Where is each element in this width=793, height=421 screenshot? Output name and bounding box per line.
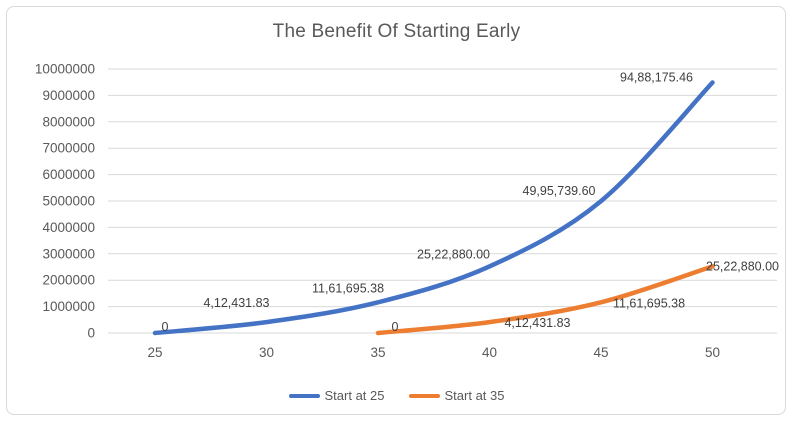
x-tick-label: 40 [482,345,497,360]
legend-line-swatch [408,393,440,398]
y-tick-label: 2000000 [42,273,95,288]
y-tick-label: 8000000 [42,114,95,129]
data-label: 49,95,739.60 [523,184,596,198]
x-tick-label: 45 [593,345,608,360]
y-tick-label: 7000000 [42,141,95,156]
y-tick-label: 6000000 [42,167,95,182]
data-label: 4,12,431.83 [504,316,570,330]
data-label: 4,12,431.83 [203,296,269,310]
legend-line-swatch [288,393,320,398]
y-tick-label: 3000000 [42,246,95,261]
y-tick-label: 0 [87,326,95,341]
x-tick-label: 35 [370,345,385,360]
x-tick-label: 50 [705,345,720,360]
legend-label: Start at 35 [444,388,505,403]
legend-item-start-at-35[interactable]: Start at 35 [408,388,505,403]
y-tick-label: 10000000 [35,62,95,77]
x-tick-label: 25 [147,345,162,360]
data-label: 94,88,175.46 [620,71,693,85]
y-tick-label: 4000000 [42,220,95,235]
data-label: 0 [392,320,399,334]
legend-label: Start at 25 [324,388,385,403]
data-label: 25,22,880.00 [417,247,490,261]
series-line-start-at-35 [375,264,715,336]
chart-title: The Benefit Of Starting Early [272,21,521,42]
legend-item-start-at-25[interactable]: Start at 25 [288,388,385,403]
series-line-start-at-25 [152,80,715,336]
y-tick-label: 9000000 [42,88,95,103]
data-label: 11,61,695.38 [312,281,384,295]
y-tick-label: 1000000 [42,299,95,314]
x-tick-label: 30 [259,345,274,360]
data-label: 11,61,695.38 [613,296,685,310]
y-tick-label: 5000000 [42,194,95,209]
data-label: 0 [162,320,169,334]
chart-legend: Start at 25 Start at 35 [0,388,793,403]
data-label: 25,22,880.00 [706,259,779,273]
